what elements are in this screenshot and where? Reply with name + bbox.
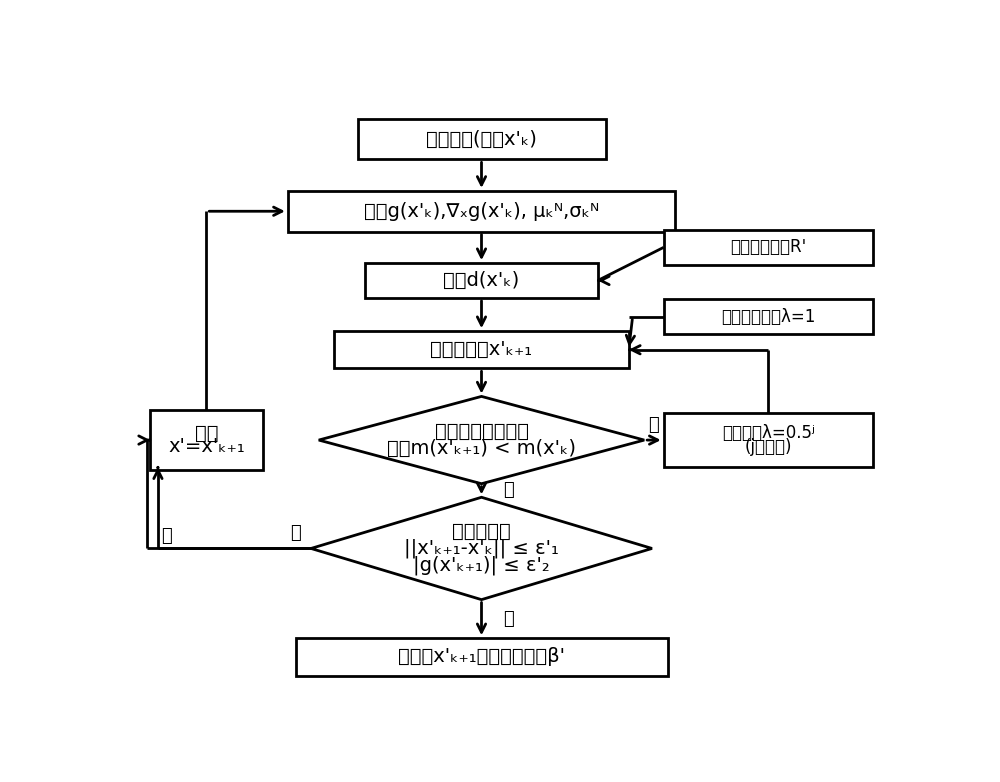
Text: 计算d(x'ₖ): 计算d(x'ₖ) [443, 271, 520, 290]
Text: 检验最优步长监测: 检验最优步长监测 [434, 422, 528, 441]
Text: 设计点x'ₖ₊₁和可靠度指标β': 设计点x'ₖ₊₁和可靠度指标β' [398, 647, 565, 666]
Text: 函数m(x'ₖ₊₁) < m(x'ₖ): 函数m(x'ₖ₊₁) < m(x'ₖ) [387, 439, 576, 458]
Polygon shape [319, 396, 644, 484]
Bar [664, 230, 873, 265]
Bar [358, 119, 606, 160]
Bar [365, 263, 598, 298]
Bar [296, 638, 668, 676]
Text: x'=x'ₖ₊₁: x'=x'ₖ₊₁ [168, 437, 245, 456]
Bar [150, 410, 263, 470]
Text: 输入初始步长λ=1: 输入初始步长λ=1 [721, 307, 815, 325]
Text: 测试容许值: 测试容许值 [452, 522, 511, 541]
Text: 输入参数(变量x'ₖ): 输入参数(变量x'ₖ) [426, 130, 537, 149]
Bar [664, 300, 873, 334]
Bar [334, 331, 629, 368]
Text: 更新: 更新 [195, 424, 218, 443]
Text: 否: 否 [290, 525, 301, 543]
Bar [664, 413, 873, 467]
Text: 计算输入的x'ₖ₊₁: 计算输入的x'ₖ₊₁ [430, 340, 533, 359]
Text: 否: 否 [161, 527, 171, 545]
Text: 否: 否 [649, 416, 659, 434]
Text: |g(x'ₖ₊₁)| ≤ ε'₂: |g(x'ₖ₊₁)| ≤ ε'₂ [413, 555, 550, 575]
Bar [288, 191, 675, 231]
Text: 是: 是 [503, 482, 514, 500]
Text: ||x'ₖ₊₁-x'ₖ|| ≤ ε'₁: ||x'ₖ₊₁-x'ₖ|| ≤ ε'₁ [404, 539, 559, 558]
Text: 计算g(x'ₖ),∇ₓg(x'ₖ), μₖᴺ,σₖᴺ: 计算g(x'ₖ),∇ₓg(x'ₖ), μₖᴺ,σₖᴺ [364, 202, 599, 221]
Text: 输入相关矩阵R': 输入相关矩阵R' [730, 239, 806, 256]
Text: 是: 是 [503, 610, 514, 628]
Text: 减小步长λ=0.5ʲ: 减小步长λ=0.5ʲ [722, 425, 815, 443]
Polygon shape [311, 497, 652, 600]
Text: (j为整数): (j为整数) [744, 438, 792, 456]
